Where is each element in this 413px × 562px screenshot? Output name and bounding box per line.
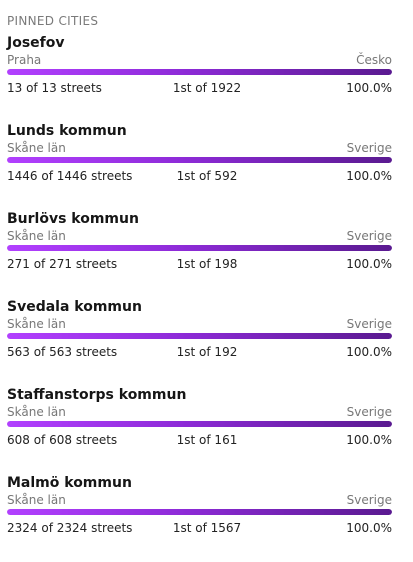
stats-row: 2324 of 2324 streets 1st of 1567 100.0% [7, 521, 392, 539]
country-label: Sverige [346, 493, 392, 507]
progress-bar [7, 245, 392, 251]
section-title: PINNED CITIES [7, 14, 99, 28]
country-label: Česko [356, 53, 392, 67]
region-row: Praha Česko [7, 53, 392, 68]
rank-label: 1st of 192 [176, 345, 238, 359]
stats-row: 608 of 608 streets 1st of 161 100.0% [7, 433, 392, 451]
stats-row: 563 of 563 streets 1st of 192 100.0% [7, 345, 392, 363]
city-name[interactable]: Lunds kommun [7, 123, 127, 139]
percent-complete: 100.0% [346, 433, 392, 447]
progress-fill [7, 509, 392, 515]
percent-complete: 100.0% [346, 169, 392, 183]
progress-fill [7, 421, 392, 427]
country-label: Sverige [346, 141, 392, 155]
streets-count: 608 of 608 streets [7, 433, 118, 447]
stats-row: 1446 of 1446 streets 1st of 592 100.0% [7, 169, 392, 187]
rank-label: 1st of 198 [176, 257, 238, 271]
country-label: Sverige [346, 229, 392, 243]
streets-count: 271 of 271 streets [7, 257, 118, 271]
region-row: Skåne län Sverige [7, 493, 392, 508]
region-label: Praha [7, 53, 42, 67]
region-label: Skåne län [7, 229, 66, 243]
city-card[interactable]: Josefov Praha Česko 13 of 13 streets 1st… [7, 34, 392, 122]
region-row: Skåne län Sverige [7, 317, 392, 332]
rank-label: 1st of 1567 [172, 521, 242, 535]
streets-count: 1446 of 1446 streets [7, 169, 133, 183]
city-card[interactable]: Malmö kommun Skåne län Sverige 2324 of 2… [7, 474, 392, 562]
city-card[interactable]: Burlövs kommun Skåne län Sverige 271 of … [7, 210, 392, 298]
progress-fill [7, 157, 392, 163]
city-card[interactable]: Lunds kommun Skåne län Sverige 1446 of 1… [7, 122, 392, 210]
city-name[interactable]: Josefov [7, 35, 65, 51]
streets-count: 563 of 563 streets [7, 345, 118, 359]
region-row: Skåne län Sverige [7, 229, 392, 244]
percent-complete: 100.0% [346, 257, 392, 271]
city-name[interactable]: Staffanstorps kommun [7, 387, 187, 403]
percent-complete: 100.0% [346, 521, 392, 535]
region-label: Skåne län [7, 317, 66, 331]
city-card[interactable]: Staffanstorps kommun Skåne län Sverige 6… [7, 386, 392, 474]
region-row: Skåne län Sverige [7, 405, 392, 420]
streets-count: 13 of 13 streets [7, 81, 102, 95]
city-card[interactable]: Svedala kommun Skåne län Sverige 563 of … [7, 298, 392, 386]
progress-fill [7, 69, 392, 75]
streets-count: 2324 of 2324 streets [7, 521, 133, 535]
city-name[interactable]: Malmö kommun [7, 475, 132, 491]
progress-bar [7, 157, 392, 163]
stats-row: 271 of 271 streets 1st of 198 100.0% [7, 257, 392, 275]
city-name[interactable]: Svedala kommun [7, 299, 142, 315]
stats-row: 13 of 13 streets 1st of 1922 100.0% [7, 81, 392, 99]
country-label: Sverige [346, 317, 392, 331]
progress-bar [7, 421, 392, 427]
progress-fill [7, 245, 392, 251]
region-label: Skåne län [7, 141, 66, 155]
region-label: Skåne län [7, 405, 66, 419]
progress-bar [7, 333, 392, 339]
percent-complete: 100.0% [346, 81, 392, 95]
rank-label: 1st of 1922 [172, 81, 242, 95]
country-label: Sverige [346, 405, 392, 419]
region-label: Skåne län [7, 493, 66, 507]
rank-label: 1st of 592 [176, 169, 238, 183]
percent-complete: 100.0% [346, 345, 392, 359]
progress-fill [7, 333, 392, 339]
progress-bar [7, 509, 392, 515]
region-row: Skåne län Sverige [7, 141, 392, 156]
progress-bar [7, 69, 392, 75]
rank-label: 1st of 161 [176, 433, 238, 447]
city-name[interactable]: Burlövs kommun [7, 211, 139, 227]
